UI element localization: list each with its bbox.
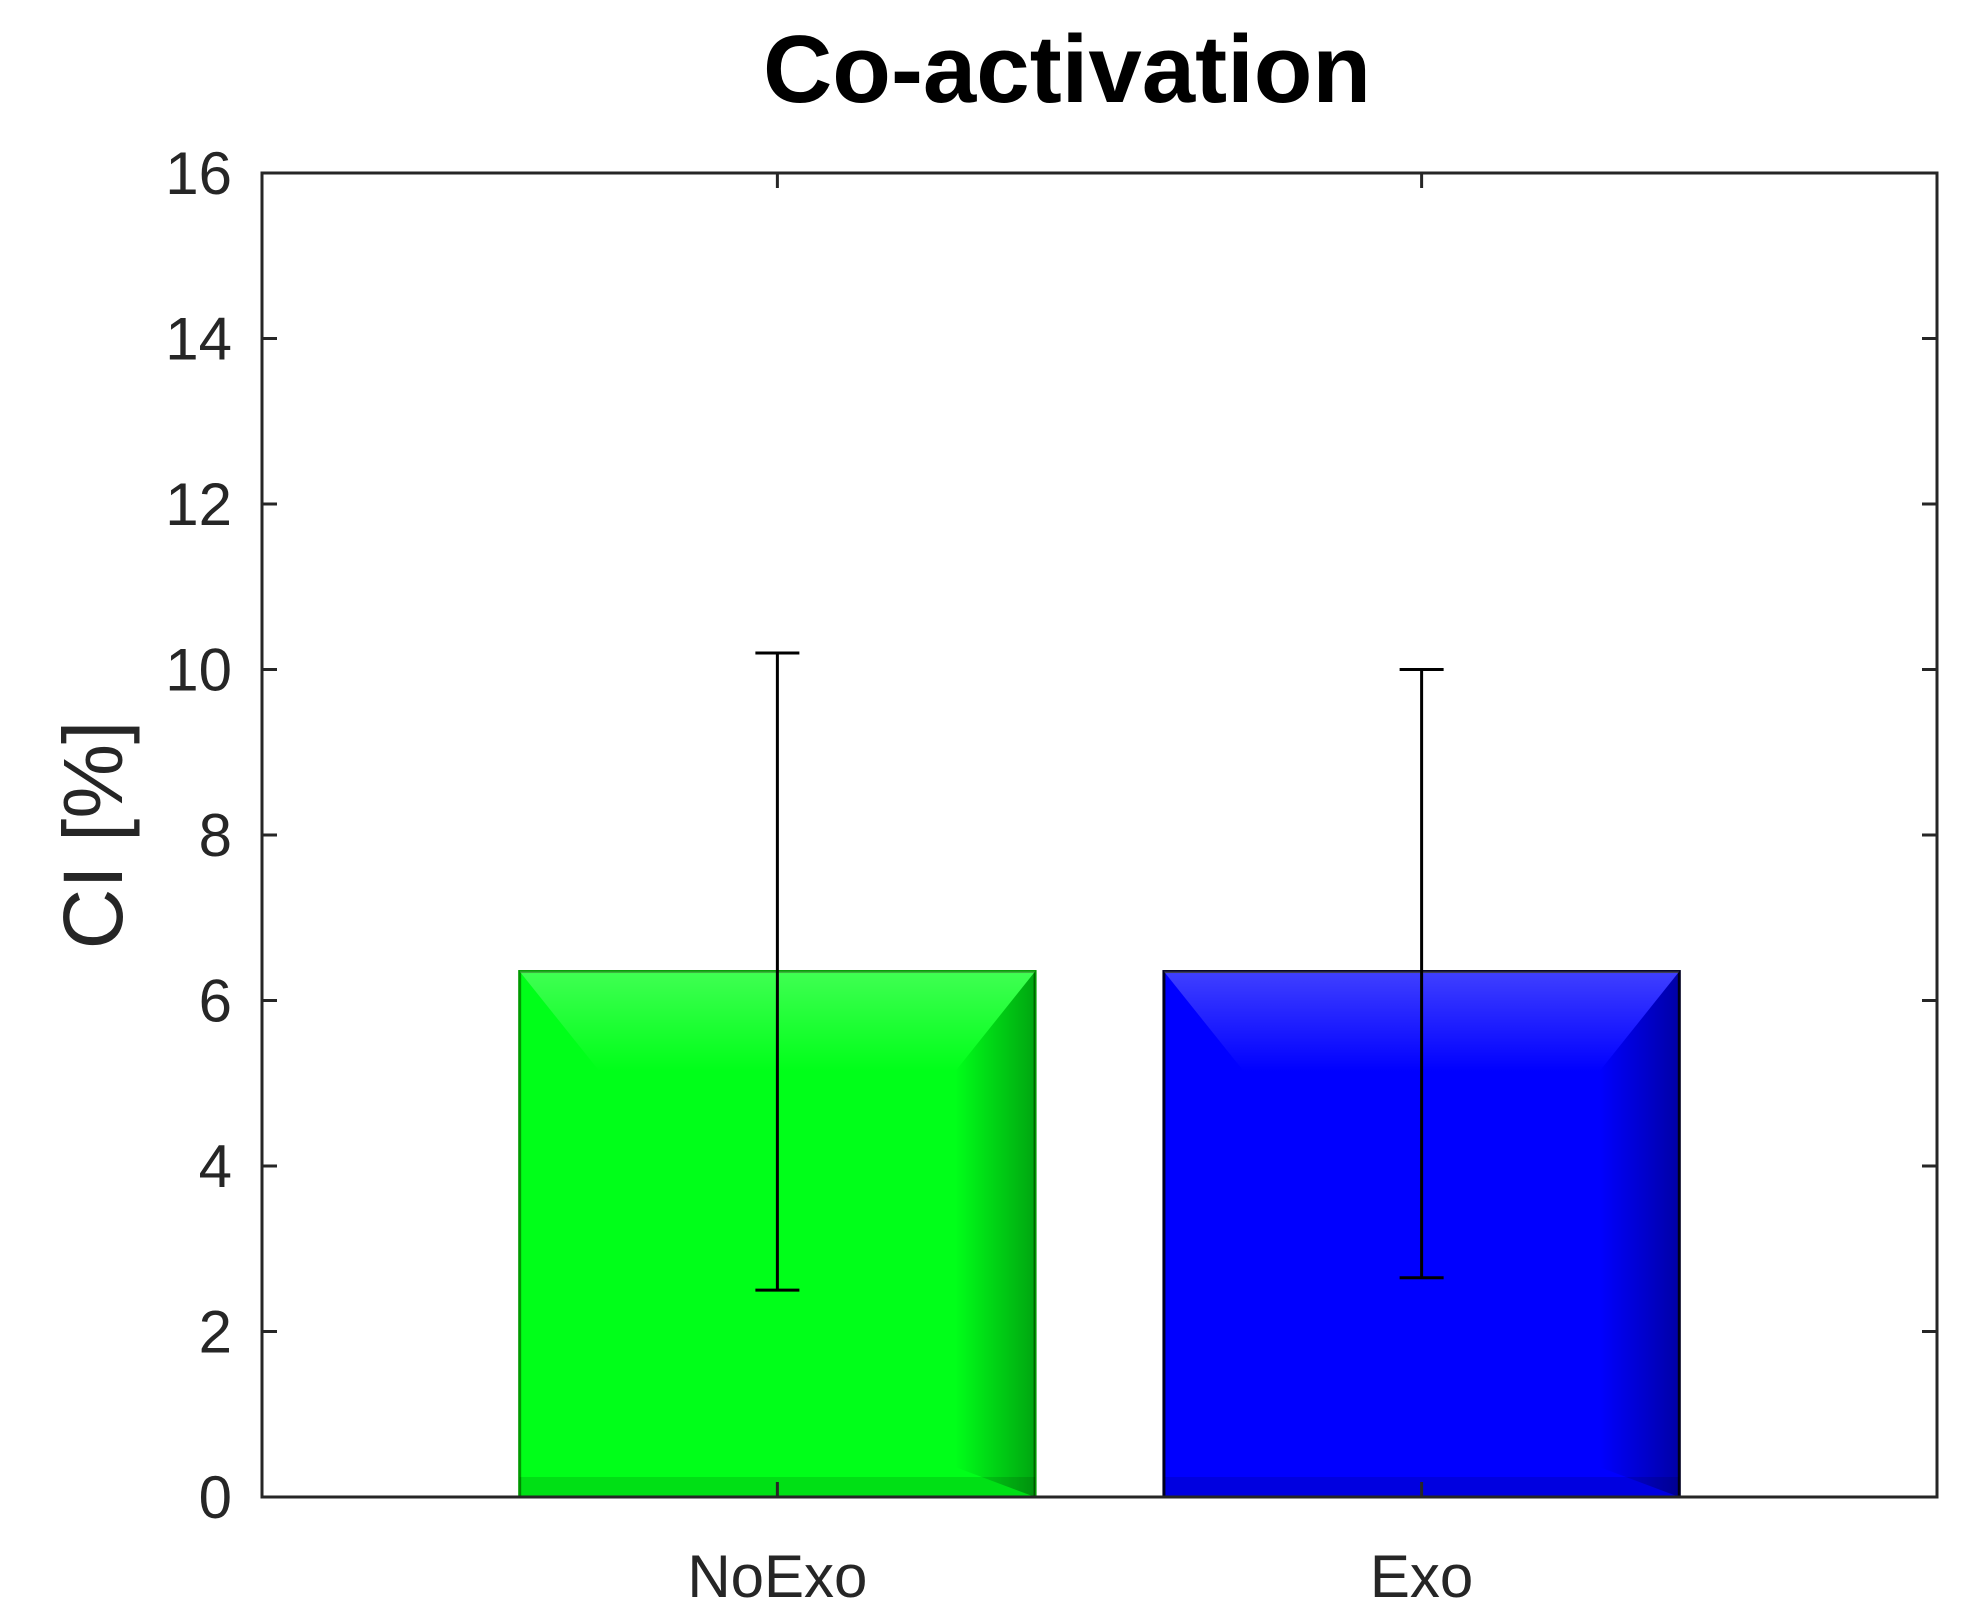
bars-layer [518,970,1681,1499]
y-tick-label: 8 [199,802,232,869]
plot-area-frame [260,171,1939,1499]
x-tick-label: Exo [1370,1543,1473,1610]
y-tick-label: 16 [165,140,232,207]
y-tick-label: 10 [165,637,232,704]
y-tick-label: 12 [165,471,232,538]
y-axis: 0 2 4 6 8 10 12 14 16 [165,140,1937,1531]
error-bar-exo [1399,668,1444,1280]
bar-bevel-right [955,971,1036,1497]
y-tick-label: 6 [199,968,232,1035]
x-axis: NoExo Exo [687,173,1473,1610]
y-axis-label: CI [%] [46,721,140,950]
chart-title: Co-activation [763,16,1371,123]
y-tick-label: 0 [199,1464,232,1531]
x-tick-label: NoExo [687,1543,867,1610]
error-bars-layer [755,651,1444,1292]
y-tick-label: 2 [199,1299,232,1366]
bar-bevel-right [1599,971,1680,1497]
error-bar-noexo [755,651,800,1292]
y-tick-label: 14 [165,306,232,373]
y-tick-label: 4 [199,1133,232,1200]
